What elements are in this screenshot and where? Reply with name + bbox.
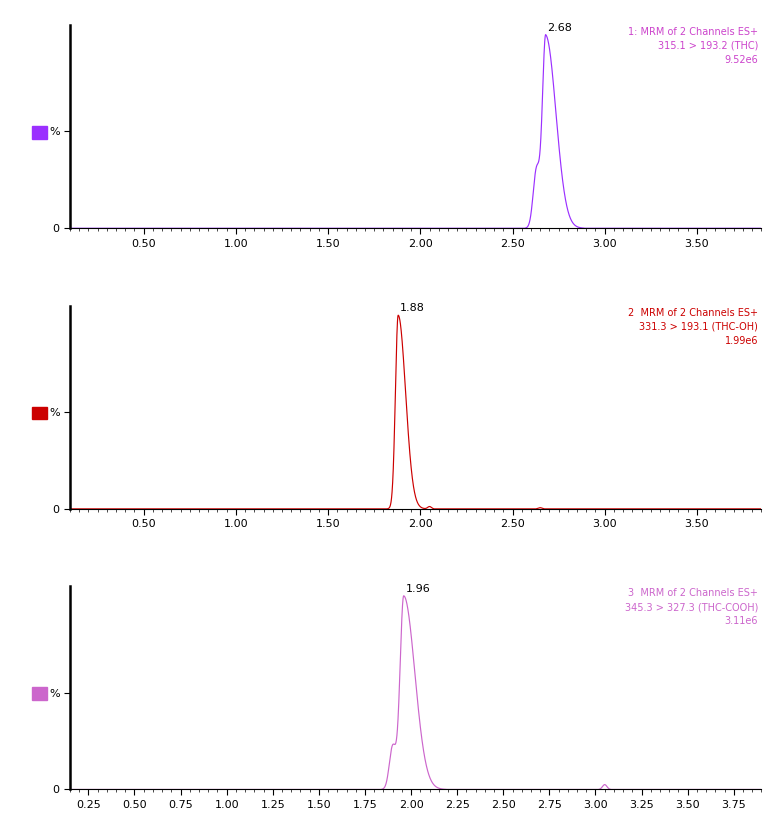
Bar [32, 126, 47, 139]
Text: 1.88: 1.88 [400, 303, 425, 313]
Bar [32, 687, 47, 700]
Text: 1.96: 1.96 [406, 584, 430, 594]
Bar [32, 407, 47, 420]
Text: 3  MRM of 2 Channels ES+
345.3 > 327.3 (THC-COOH)
3.11e6: 3 MRM of 2 Channels ES+ 345.3 > 327.3 (T… [625, 588, 758, 626]
Text: 1: MRM of 2 Channels ES+
315.1 > 193.2 (THC)
9.52e6: 1: MRM of 2 Channels ES+ 315.1 > 193.2 (… [628, 27, 758, 65]
Text: 2  MRM of 2 Channels ES+
331.3 > 193.1 (THC-OH)
1.99e6: 2 MRM of 2 Channels ES+ 331.3 > 193.1 (T… [628, 307, 758, 346]
Text: 2.68: 2.68 [548, 22, 573, 32]
